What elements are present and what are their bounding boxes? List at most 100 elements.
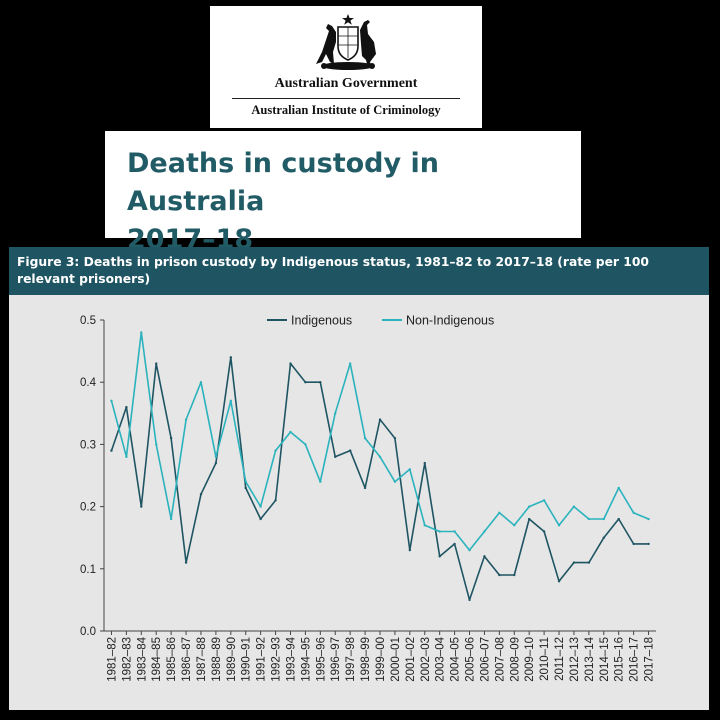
x-tick-label: 1984–85	[151, 637, 163, 682]
report-title-line1: Deaths in custody in Australia	[127, 148, 439, 217]
data-point-indigenous	[498, 573, 501, 577]
x-tick-label: 2013–14	[584, 636, 596, 681]
data-point-indigenous	[304, 381, 307, 384]
data-point-indigenous	[408, 548, 412, 552]
x-tick-label: 2003–04	[435, 636, 447, 681]
data-point-non-indigenous	[557, 524, 561, 527]
y-tick-label: 0.1	[80, 564, 96, 576]
data-point-non-indigenous	[229, 399, 233, 403]
x-tick-label: 2010–11	[539, 637, 551, 681]
legend-label-indigenous: Indigenous	[291, 314, 352, 328]
data-point-non-indigenous	[468, 548, 471, 552]
data-point-indigenous	[125, 405, 128, 409]
data-point-non-indigenous	[393, 480, 397, 483]
data-point-indigenous	[184, 561, 188, 564]
data-point-indigenous	[602, 536, 605, 539]
data-point-indigenous	[155, 362, 158, 365]
data-point-non-indigenous	[408, 468, 412, 471]
data-point-indigenous	[393, 436, 397, 440]
data-point-indigenous	[378, 418, 382, 421]
y-tick-label: 0.0	[80, 626, 96, 638]
data-point-indigenous	[319, 381, 322, 384]
data-point-non-indigenous	[155, 443, 158, 446]
data-point-indigenous	[557, 580, 561, 583]
x-tick-label: 2016–17	[629, 637, 641, 682]
data-point-indigenous	[587, 561, 591, 564]
x-tick-label: 1982–83	[121, 637, 133, 682]
data-point-non-indigenous	[483, 530, 486, 533]
data-point-indigenous	[289, 362, 292, 365]
data-point-non-indigenous	[572, 505, 576, 508]
x-tick-label: 2000–01	[390, 637, 402, 682]
data-point-indigenous	[483, 555, 486, 558]
x-tick-label: 2001–02	[405, 637, 417, 682]
data-point-non-indigenous	[423, 524, 426, 527]
x-tick-label: 2007–08	[494, 637, 506, 682]
x-tick-label: 1983–84	[136, 636, 148, 681]
data-point-non-indigenous	[587, 517, 591, 521]
x-tick-label: 2006–07	[479, 637, 491, 682]
data-point-non-indigenous	[363, 436, 367, 440]
x-tick-label: 2014–15	[599, 637, 611, 682]
data-point-non-indigenous	[602, 517, 605, 521]
x-tick-label: 1989–90	[226, 637, 238, 682]
report-title: Deaths in custody in Australia 2017–18	[127, 145, 572, 259]
agency-name: Australian Institute of Criminology	[251, 103, 441, 117]
data-point-indigenous	[647, 542, 650, 546]
x-tick-label: 1990–91	[241, 637, 253, 682]
data-point-non-indigenous	[140, 331, 143, 334]
data-point-non-indigenous	[259, 505, 262, 508]
data-point-indigenous	[527, 517, 531, 521]
logo-divider	[232, 98, 460, 99]
data-point-non-indigenous	[289, 430, 292, 434]
data-point-indigenous	[259, 517, 262, 521]
data-point-non-indigenous	[542, 499, 546, 502]
y-tick-label: 0.4	[80, 377, 97, 389]
data-point-indigenous	[110, 449, 113, 452]
data-point-indigenous	[423, 461, 426, 465]
figure-panel: Figure 3: Deaths in prison custody by In…	[9, 247, 709, 710]
data-point-indigenous	[453, 542, 456, 546]
x-tick-label: 1999–00	[375, 637, 387, 682]
data-point-non-indigenous	[304, 443, 307, 446]
data-point-indigenous	[632, 542, 635, 546]
x-tick-label: 1987–88	[196, 637, 208, 682]
series-line-non-indigenous	[110, 331, 649, 551]
data-point-non-indigenous	[169, 517, 173, 521]
data-point-indigenous	[214, 461, 218, 465]
data-point-non-indigenous	[184, 418, 188, 421]
data-point-indigenous	[438, 555, 441, 558]
data-point-non-indigenous	[527, 505, 531, 508]
data-point-non-indigenous	[378, 455, 382, 459]
x-tick-label: 1997–98	[345, 637, 357, 682]
data-point-indigenous	[229, 356, 233, 359]
x-tick-label: 1993–94	[285, 636, 297, 681]
x-tick-label: 1991–92	[256, 637, 268, 682]
series-line-indigenous	[110, 356, 649, 601]
x-tick-label: 1981–82	[106, 637, 118, 682]
data-point-indigenous	[199, 492, 203, 496]
x-tick-label: 1992–93	[271, 637, 283, 682]
data-point-non-indigenous	[125, 455, 128, 459]
figure-title: Figure 3: Deaths in prison custody by In…	[17, 255, 649, 286]
data-point-indigenous	[617, 517, 620, 521]
data-point-indigenous	[274, 499, 277, 502]
data-point-indigenous	[513, 573, 516, 577]
government-logo-card: Australian Government Australian Institu…	[210, 6, 482, 128]
data-point-non-indigenous	[319, 480, 322, 483]
y-tick-label: 0.3	[80, 439, 96, 451]
x-tick-label: 2015–16	[614, 637, 626, 682]
legend-label-non-indigenous: Non-Indigenous	[406, 314, 494, 328]
x-tick-label: 2004–05	[450, 637, 462, 682]
data-point-non-indigenous	[244, 480, 247, 483]
data-point-indigenous	[244, 486, 247, 490]
x-tick-label: 2008–09	[509, 637, 521, 682]
x-tick-label: 2005–06	[465, 637, 477, 682]
data-point-non-indigenous	[453, 530, 456, 533]
coat-of-arms-icon	[316, 14, 376, 70]
data-point-indigenous	[140, 505, 143, 508]
data-point-indigenous	[363, 486, 367, 490]
x-tick-label: 1996–97	[330, 637, 342, 682]
data-point-non-indigenous	[199, 381, 203, 384]
